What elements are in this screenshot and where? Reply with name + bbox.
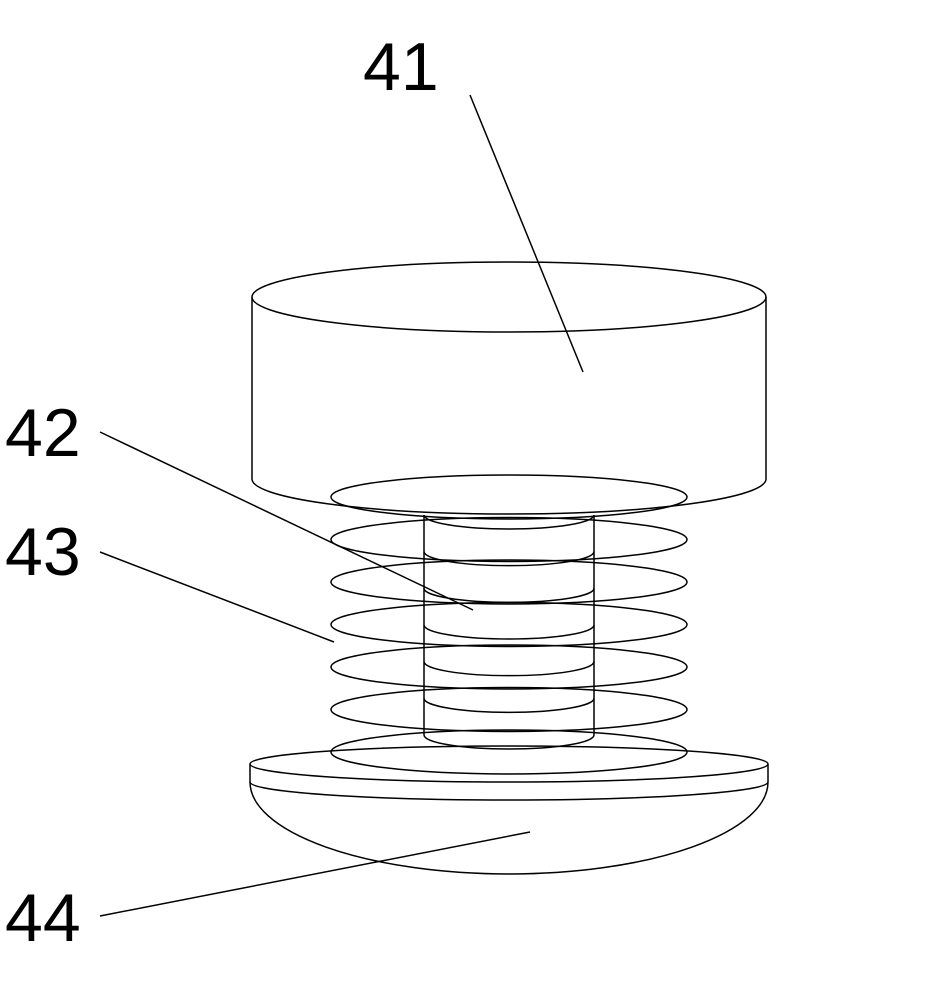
callout-label-42: 42 — [5, 394, 81, 472]
callout-label-44: 44 — [5, 879, 81, 957]
callout-label-43: 43 — [5, 513, 81, 591]
technical-diagram — [0, 0, 935, 1000]
callout-label-41: 41 — [363, 28, 439, 106]
